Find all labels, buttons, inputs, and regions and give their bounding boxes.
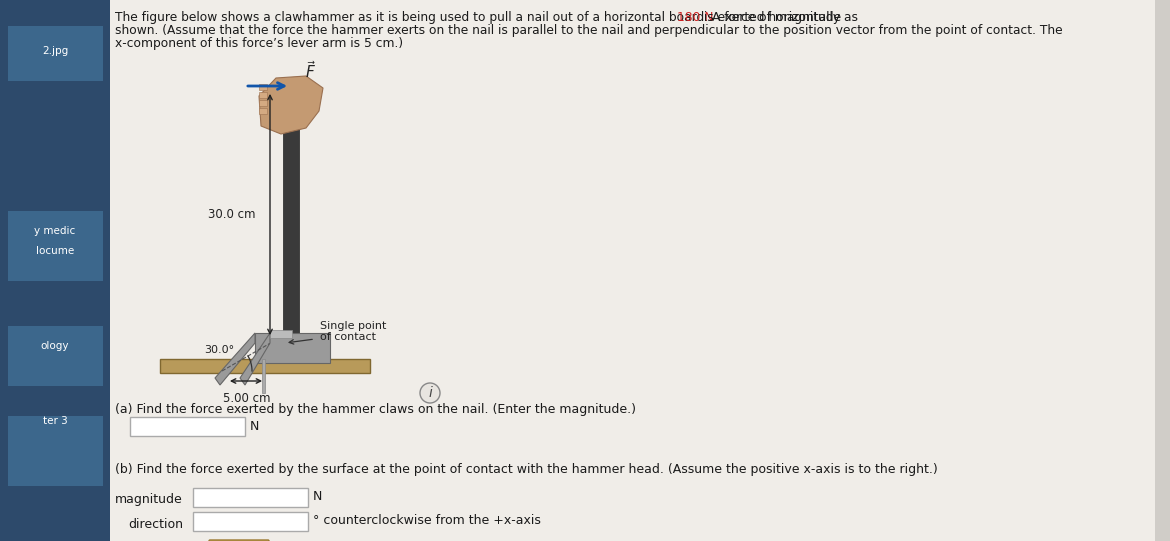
Text: The figure below shows a clawhammer as it is being used to pull a nail out of a : The figure below shows a clawhammer as i…	[115, 11, 845, 24]
FancyBboxPatch shape	[209, 540, 269, 541]
Bar	[0, 0, 110, 541]
Text: (b) Find the force exerted by the surface at the point of contact with the hamme: (b) Find the force exerted by the surfac…	[115, 463, 937, 476]
Bar	[283, 86, 300, 363]
Bar	[270, 330, 292, 338]
Text: of contact: of contact	[321, 332, 376, 342]
Text: magnitude: magnitude	[115, 493, 183, 506]
Text: 180 N: 180 N	[676, 11, 714, 24]
FancyBboxPatch shape	[130, 417, 245, 436]
Text: ter 3: ter 3	[42, 416, 68, 426]
Text: locume: locume	[36, 246, 74, 256]
Text: y medic: y medic	[34, 226, 76, 236]
Circle shape	[420, 383, 440, 403]
Bar	[259, 92, 267, 98]
Bar	[8, 416, 103, 486]
Text: i: i	[428, 386, 432, 400]
Text: N: N	[250, 419, 260, 432]
Bar	[160, 359, 370, 373]
Text: $\vec{F}$: $\vec{F}$	[305, 60, 316, 81]
Text: (a) Find the force exerted by the hammer claws on the nail. (Enter the magnitude: (a) Find the force exerted by the hammer…	[115, 403, 636, 416]
Text: 30.0 cm: 30.0 cm	[208, 208, 256, 221]
Polygon shape	[240, 333, 270, 385]
Text: 5.00 cm: 5.00 cm	[223, 392, 270, 405]
Text: N: N	[314, 491, 323, 504]
Bar	[1155, 0, 1170, 541]
FancyBboxPatch shape	[193, 512, 308, 531]
Bar	[255, 333, 330, 363]
FancyBboxPatch shape	[193, 488, 308, 507]
Text: is exerted horizontally as: is exerted horizontally as	[701, 11, 859, 24]
Bar	[259, 108, 267, 114]
Text: 2.jpg: 2.jpg	[42, 46, 68, 56]
Bar	[8, 211, 103, 281]
Text: ° counterclockwise from the +x-axis: ° counterclockwise from the +x-axis	[314, 514, 541, 527]
Text: 30.0°: 30.0°	[204, 345, 234, 355]
Bar	[8, 26, 103, 81]
Text: ology: ology	[41, 341, 69, 351]
Text: Single point: Single point	[321, 321, 386, 331]
Text: shown. (Assume that the force the hammer exerts on the nail is parallel to the n: shown. (Assume that the force the hammer…	[115, 24, 1062, 37]
Bar	[259, 100, 267, 106]
Text: x-component of this force’s lever arm is 5 cm.): x-component of this force’s lever arm is…	[115, 37, 404, 50]
Bar	[259, 84, 267, 90]
Bar	[262, 359, 264, 393]
Text: direction: direction	[128, 518, 183, 531]
Bar	[8, 326, 103, 386]
Polygon shape	[215, 333, 255, 385]
Polygon shape	[259, 76, 323, 134]
